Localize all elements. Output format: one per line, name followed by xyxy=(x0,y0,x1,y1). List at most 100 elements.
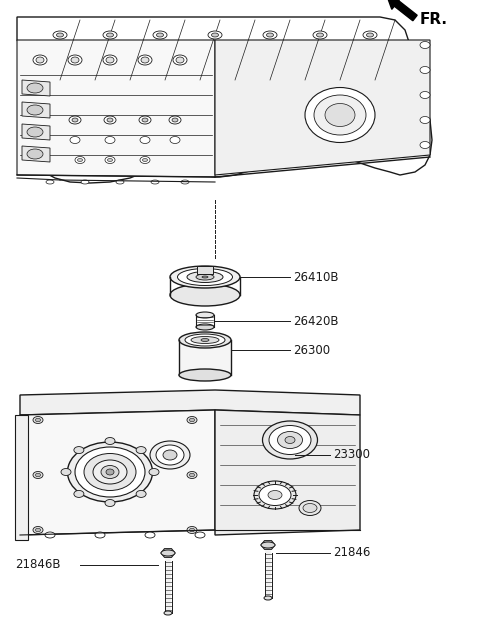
Ellipse shape xyxy=(201,338,209,342)
Ellipse shape xyxy=(70,137,80,144)
Ellipse shape xyxy=(420,42,430,49)
Ellipse shape xyxy=(101,465,119,478)
Ellipse shape xyxy=(170,266,240,288)
Ellipse shape xyxy=(305,88,375,142)
Ellipse shape xyxy=(138,55,152,65)
Ellipse shape xyxy=(68,55,82,65)
Ellipse shape xyxy=(103,31,117,39)
Ellipse shape xyxy=(93,460,127,484)
Ellipse shape xyxy=(136,447,146,454)
Ellipse shape xyxy=(325,103,355,126)
Text: 26410B: 26410B xyxy=(293,271,338,283)
Ellipse shape xyxy=(170,284,240,306)
Ellipse shape xyxy=(95,532,105,538)
Ellipse shape xyxy=(71,57,79,63)
Ellipse shape xyxy=(75,447,145,497)
Ellipse shape xyxy=(151,180,159,184)
Ellipse shape xyxy=(266,33,274,37)
Text: 21846: 21846 xyxy=(333,547,371,560)
Ellipse shape xyxy=(190,418,194,422)
Polygon shape xyxy=(22,80,50,96)
Ellipse shape xyxy=(173,55,187,65)
Ellipse shape xyxy=(68,442,153,502)
Polygon shape xyxy=(20,390,360,415)
Ellipse shape xyxy=(313,31,327,39)
Ellipse shape xyxy=(277,431,302,449)
Ellipse shape xyxy=(53,31,67,39)
Ellipse shape xyxy=(420,117,430,124)
Polygon shape xyxy=(20,410,215,535)
Ellipse shape xyxy=(170,137,180,144)
Ellipse shape xyxy=(36,57,44,63)
Ellipse shape xyxy=(27,105,43,115)
Ellipse shape xyxy=(57,33,63,37)
Ellipse shape xyxy=(178,269,232,285)
Ellipse shape xyxy=(145,532,155,538)
Ellipse shape xyxy=(176,57,184,63)
Ellipse shape xyxy=(107,33,113,37)
Polygon shape xyxy=(197,266,213,274)
Ellipse shape xyxy=(212,33,218,37)
Ellipse shape xyxy=(36,418,40,422)
Ellipse shape xyxy=(105,137,115,144)
Polygon shape xyxy=(22,146,50,162)
Ellipse shape xyxy=(106,57,114,63)
Ellipse shape xyxy=(143,158,147,162)
Polygon shape xyxy=(22,102,50,118)
Ellipse shape xyxy=(169,116,181,124)
Ellipse shape xyxy=(179,332,231,348)
Ellipse shape xyxy=(259,485,291,506)
Ellipse shape xyxy=(208,31,222,39)
Ellipse shape xyxy=(149,469,159,476)
Ellipse shape xyxy=(75,156,85,163)
Ellipse shape xyxy=(314,95,366,135)
Ellipse shape xyxy=(190,528,194,532)
Ellipse shape xyxy=(196,312,214,318)
Polygon shape xyxy=(215,410,360,535)
Ellipse shape xyxy=(263,421,317,459)
Ellipse shape xyxy=(81,180,89,184)
Ellipse shape xyxy=(363,31,377,39)
Ellipse shape xyxy=(164,611,172,615)
Ellipse shape xyxy=(190,473,194,477)
Polygon shape xyxy=(22,124,50,140)
Ellipse shape xyxy=(264,596,272,600)
Ellipse shape xyxy=(142,118,148,122)
Ellipse shape xyxy=(106,469,114,475)
Ellipse shape xyxy=(195,532,205,538)
Ellipse shape xyxy=(104,116,116,124)
Ellipse shape xyxy=(136,490,146,497)
Ellipse shape xyxy=(268,490,282,499)
Ellipse shape xyxy=(46,180,54,184)
Ellipse shape xyxy=(36,473,40,477)
Ellipse shape xyxy=(33,417,43,424)
Ellipse shape xyxy=(108,158,112,162)
Ellipse shape xyxy=(33,55,47,65)
Ellipse shape xyxy=(196,274,214,280)
Ellipse shape xyxy=(269,426,311,454)
Ellipse shape xyxy=(187,526,197,533)
Ellipse shape xyxy=(27,83,43,93)
Polygon shape xyxy=(17,17,432,183)
Bar xyxy=(179,340,231,375)
Ellipse shape xyxy=(187,472,197,478)
Ellipse shape xyxy=(420,67,430,74)
Ellipse shape xyxy=(150,441,190,469)
Text: 21846B: 21846B xyxy=(15,558,60,572)
Ellipse shape xyxy=(107,118,113,122)
Ellipse shape xyxy=(163,450,177,460)
Ellipse shape xyxy=(185,334,225,346)
Ellipse shape xyxy=(105,499,115,506)
Polygon shape xyxy=(15,415,28,540)
Ellipse shape xyxy=(140,156,150,163)
Ellipse shape xyxy=(254,481,296,509)
Text: 26300: 26300 xyxy=(293,344,330,356)
Text: 23300: 23300 xyxy=(333,449,370,462)
Ellipse shape xyxy=(36,528,40,532)
Ellipse shape xyxy=(191,337,219,344)
Ellipse shape xyxy=(202,276,208,278)
Ellipse shape xyxy=(69,116,81,124)
Ellipse shape xyxy=(156,445,184,465)
Polygon shape xyxy=(215,40,430,175)
Text: 26420B: 26420B xyxy=(293,315,338,328)
